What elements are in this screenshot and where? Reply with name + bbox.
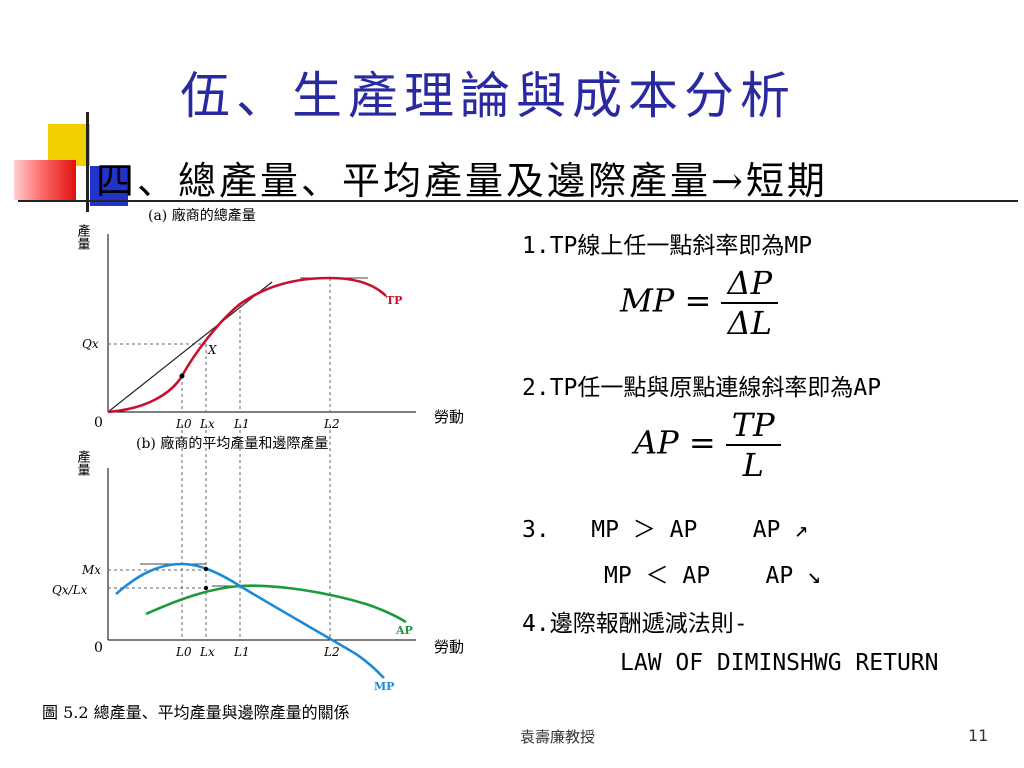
panel-a-origin: 0 (94, 415, 103, 431)
footer-author: 袁壽廉教授 (520, 728, 596, 746)
mp-curve (115, 562, 385, 679)
slide-subtitle: 四、總產量、平均產量及邊際產量→短期 (96, 159, 828, 203)
panel-b-y-label: 產量 (75, 449, 91, 476)
formula-ap-fraction: TP L (725, 406, 781, 484)
tangent-line (107, 281, 273, 413)
formula-mp-numerator: ΔP (727, 264, 773, 302)
panel-b-title: (b) 廠商的平均產量和邊際產量 (136, 435, 328, 452)
formula-mp-lhs: MP = (620, 281, 712, 320)
slide-title: 伍、生產理論與成本分析 (180, 67, 796, 125)
ap-point-lx (203, 585, 209, 591)
formula-ap: AP = TP L (634, 406, 781, 484)
tick-l1-b: L1 (233, 645, 250, 659)
formula-mp-fraction: ΔP ΔL (721, 264, 779, 342)
panel-a-y-label: 產量 (75, 223, 91, 250)
tp-inflection-dot (179, 373, 185, 379)
title-underline (18, 200, 1018, 202)
mp-point-lx (203, 566, 209, 572)
decor-vertical-line (86, 112, 89, 212)
mp-label: MP (374, 680, 394, 693)
panel-a-title: (a) 廠商的總產量 (148, 207, 256, 224)
decor-red-gradient-bar (14, 160, 76, 200)
figure-caption: 圖 5.2 總產量、平均產量與邊際產量的關係 (42, 703, 350, 722)
qxlx-label: Qx/Lx (52, 583, 88, 597)
note-point4: 4.邊際報酬遞減法則- (522, 611, 748, 637)
tick-l2-a: L2 (323, 417, 340, 431)
tp-label: TP (386, 294, 402, 307)
tick-l0-b: L0 (175, 645, 192, 659)
tick-lx-b: Lx (199, 645, 215, 659)
point-x-label: X (207, 343, 217, 357)
formula-ap-numerator: TP (731, 406, 775, 444)
tick-l0-a: L0 (175, 417, 192, 431)
tick-l1-a: L1 (233, 417, 250, 431)
formula-mp: MP = ΔP ΔL (620, 264, 779, 342)
ap-curve (145, 584, 407, 624)
formula-ap-denominator: L (725, 444, 781, 484)
note-point3-line2: MP ＜ AP AP ↘ (604, 563, 821, 589)
decor-blue-square (90, 166, 128, 206)
production-figure: (a) 廠商的總產量 產量 0 勞動 TP X Qx L0 Lx L1 L2 (… (42, 207, 464, 722)
tick-l2-b: L2 (323, 645, 340, 659)
page-number: 11 (968, 726, 989, 745)
ap-label: AP (395, 624, 413, 637)
panel-b-origin: 0 (94, 640, 103, 656)
note-point1: 1.TP線上任一點斜率即為MP (522, 233, 813, 259)
qx-label: Qx (82, 337, 99, 351)
tick-lx-a: Lx (199, 417, 215, 431)
formula-ap-lhs: AP = (634, 423, 716, 462)
note-point3-line1: 3. MP ＞ AP AP ↗ (522, 517, 809, 543)
panel-b-x-label: 勞動 (434, 638, 464, 656)
note-point4-english: LAW OF DIMINSHWG RETURN (620, 650, 939, 676)
note-point2: 2.TP任一點與原點連線斜率即為AP (522, 375, 882, 401)
decor-yellow-square (48, 124, 90, 166)
panel-a-x-label: 勞動 (434, 408, 464, 426)
tp-curve (107, 276, 387, 414)
formula-mp-denominator: ΔL (721, 302, 779, 342)
mx-label: Mx (81, 563, 101, 577)
